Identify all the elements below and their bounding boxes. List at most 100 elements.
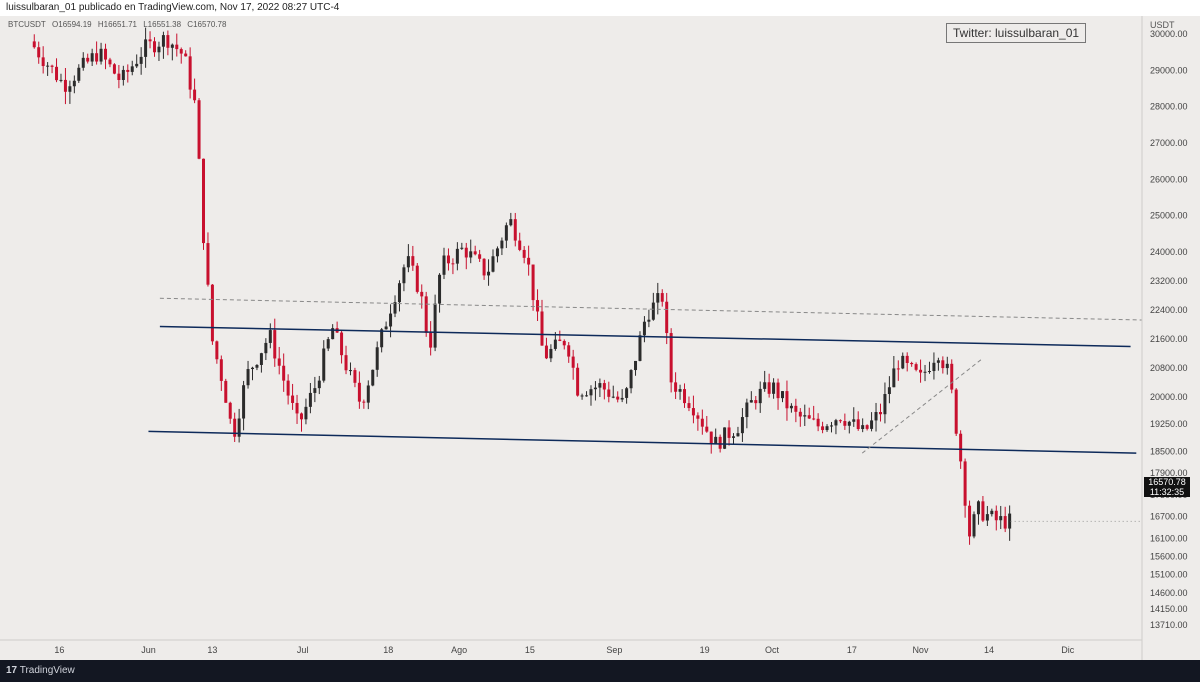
candle-body bbox=[81, 57, 85, 68]
candle-body bbox=[384, 326, 388, 330]
candle-body bbox=[834, 420, 838, 426]
candle-body bbox=[424, 296, 428, 333]
candle-body bbox=[789, 405, 793, 409]
publisher-text: luissulbaran_01 publicado en TradingView… bbox=[6, 2, 340, 13]
candle-body bbox=[634, 360, 638, 371]
candle-body bbox=[246, 369, 250, 386]
candle-body bbox=[95, 53, 99, 62]
candle-body bbox=[380, 329, 384, 348]
y-tick-label: 21600.00 bbox=[1150, 334, 1188, 344]
candle-body bbox=[838, 420, 842, 422]
candle-body bbox=[611, 396, 615, 398]
candle-body bbox=[847, 421, 851, 426]
candle-body bbox=[518, 240, 522, 250]
channel-trendline[interactable] bbox=[159, 325, 1131, 348]
candle-body bbox=[193, 89, 197, 101]
candle-body bbox=[295, 402, 299, 414]
candle-body bbox=[322, 348, 326, 381]
candle-body bbox=[59, 79, 63, 81]
candle-body bbox=[607, 389, 611, 397]
high-value: H16651.71 bbox=[97, 20, 137, 29]
candle-body bbox=[55, 66, 59, 81]
candle-body bbox=[455, 248, 459, 264]
candle-body bbox=[32, 41, 36, 48]
candle-body bbox=[616, 396, 620, 400]
candle-body bbox=[767, 382, 771, 394]
candle-body bbox=[513, 219, 517, 241]
candle-body bbox=[527, 257, 531, 265]
y-tick-label: 26000.00 bbox=[1150, 174, 1188, 184]
open-value: O16594.19 bbox=[52, 20, 92, 29]
footer-bar: 17 TradingView bbox=[0, 660, 1200, 682]
candle-body bbox=[63, 79, 67, 92]
y-tick-label: 16100.00 bbox=[1150, 533, 1188, 543]
y-tick-label: 20800.00 bbox=[1150, 363, 1188, 373]
y-tick-label: 13710.00 bbox=[1150, 620, 1188, 630]
candle-body bbox=[1003, 516, 1007, 529]
x-tick-label: Jun bbox=[141, 645, 156, 655]
candle-body bbox=[153, 41, 157, 53]
x-tick-label: Dic bbox=[1061, 645, 1074, 655]
x-tick-label: 19 bbox=[700, 645, 710, 655]
candle-body bbox=[130, 66, 134, 72]
candle-body bbox=[651, 302, 655, 320]
x-tick-label: 15 bbox=[525, 645, 535, 655]
candle-body bbox=[732, 436, 736, 438]
candle-body bbox=[308, 392, 312, 407]
tradingview-logo-icon[interactable]: 17 bbox=[6, 665, 18, 676]
candle-body bbox=[602, 383, 606, 390]
candle-body bbox=[807, 415, 811, 419]
candle-body bbox=[919, 369, 923, 373]
y-tick-label: 23200.00 bbox=[1150, 276, 1188, 286]
candle-body bbox=[776, 382, 780, 399]
candle-body bbox=[473, 251, 477, 255]
candle-body bbox=[972, 514, 976, 537]
candle-body bbox=[478, 254, 482, 259]
candle-body bbox=[487, 271, 491, 276]
candle-body bbox=[936, 360, 940, 363]
candle-body bbox=[865, 425, 869, 429]
candle-body bbox=[442, 255, 446, 275]
candle-body bbox=[170, 44, 174, 48]
candle-body bbox=[950, 363, 954, 390]
candle-body bbox=[50, 65, 54, 67]
dashed-trendline[interactable] bbox=[861, 358, 983, 454]
candle-body bbox=[393, 302, 397, 314]
candle-body bbox=[976, 501, 980, 515]
candle-body bbox=[366, 385, 370, 403]
candles-layer bbox=[32, 27, 1012, 545]
candle-body bbox=[638, 335, 642, 361]
candle-body bbox=[683, 389, 687, 404]
y-tick-label: 15600.00 bbox=[1150, 552, 1188, 562]
candle-body bbox=[598, 383, 602, 388]
candle-body bbox=[161, 35, 165, 47]
candle-body bbox=[914, 364, 918, 370]
price-chart[interactable]: USDT 30000.00 29000.00 28000.00 27000.00 260… bbox=[0, 16, 1200, 660]
candle-body bbox=[90, 53, 94, 62]
candle-body bbox=[549, 348, 553, 359]
x-tick-label: Jul bbox=[297, 645, 309, 655]
candle-body bbox=[264, 342, 268, 354]
y-tick-label: 20000.00 bbox=[1150, 392, 1188, 402]
candle-countdown: 11:32:35 bbox=[1149, 487, 1185, 497]
candle-body bbox=[985, 514, 989, 521]
publisher-header: luissulbaran_01 publicado en TradingView… bbox=[0, 0, 1200, 16]
candle-body bbox=[647, 319, 651, 322]
candle-body bbox=[397, 283, 401, 303]
candle-body bbox=[500, 240, 504, 249]
candle-body bbox=[215, 341, 219, 360]
candle-body bbox=[446, 255, 450, 264]
dashed-trendline[interactable] bbox=[159, 297, 1143, 321]
candle-body bbox=[585, 395, 589, 397]
candle-body bbox=[357, 382, 361, 402]
candle-body bbox=[736, 433, 740, 437]
candle-body bbox=[77, 67, 81, 81]
candle-body bbox=[923, 371, 927, 373]
candle-body bbox=[86, 57, 90, 62]
candle-body bbox=[202, 158, 206, 244]
y-tick-label: 24000.00 bbox=[1150, 247, 1188, 257]
candle-body bbox=[46, 65, 50, 67]
candle-body bbox=[589, 389, 593, 396]
channel-trendline[interactable] bbox=[148, 430, 1137, 454]
candle-body bbox=[812, 418, 816, 420]
